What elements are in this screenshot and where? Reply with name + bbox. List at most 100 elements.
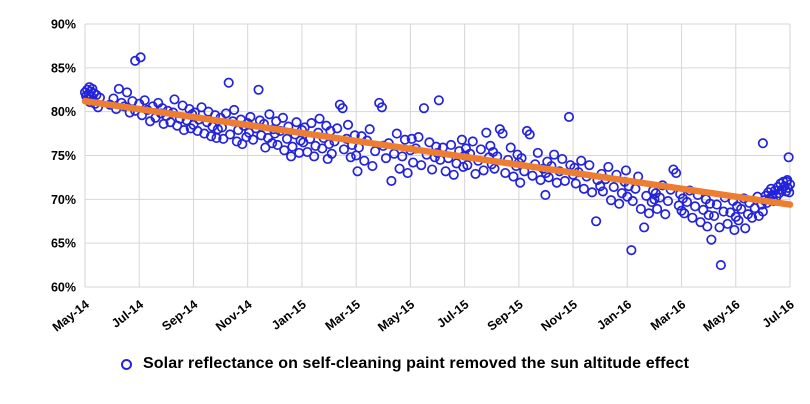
scatter-point [515,177,526,188]
scatter-point [591,216,602,227]
scatter-point [345,152,356,163]
y-tick-label: 60% [51,281,76,295]
scatter-point [626,245,637,256]
scatter-point [652,203,663,215]
x-tick-label: May-15 [375,297,417,334]
y-tick-label: 65% [51,237,76,251]
scatter-point [595,181,606,192]
y-tick-label: 90% [51,18,76,32]
scatter-point [260,142,271,153]
scatter-point [286,151,297,162]
scatter-point [563,111,575,122]
scatter-point [370,146,381,157]
scatter-point [467,136,478,147]
chart-legend: Solar reflectance on self-cleaning paint… [0,355,810,373]
scatter-point [424,137,435,148]
scatter-point [448,169,459,180]
x-tick-label: Mar-16 [648,297,688,333]
scatter-point [267,138,278,149]
scatter-point [332,123,343,134]
legend-open-circle-icon [121,358,132,370]
scatter-point [169,94,180,105]
scatter-point [687,212,698,223]
scatter-point [649,194,660,205]
scatter-point [698,204,709,215]
scatter-point [223,77,234,88]
scatter-point [416,160,427,171]
scatter-point [427,164,438,175]
scatter-point [342,119,354,130]
scatter-point [662,196,674,207]
scatter-point [736,203,747,215]
legend-label: Solar reflectance on self-cleaning paint… [143,355,689,372]
scatter-point [608,182,619,193]
scatter-point [481,127,492,138]
scatter-point [549,149,560,160]
scatter-point [231,136,242,147]
scatter-point [557,153,568,165]
y-tick-label: 75% [51,149,76,163]
scatter-point [402,167,413,179]
scatter-point [446,139,457,151]
scatter-point [225,129,236,140]
scatter-point [660,209,671,220]
y-tick-label: 80% [51,105,76,119]
scatter-point [279,145,290,156]
scatter-point [711,199,722,210]
scatter-point [729,224,740,236]
scatter-point [399,134,411,145]
x-tick-label: Jan-16 [594,297,634,332]
scatter-point [178,125,190,136]
scatter-point [576,155,587,166]
scatter-point [681,196,693,208]
scatter-point [291,117,302,128]
scatter-point [462,160,473,171]
scatter-point [121,87,133,98]
scatter-point [570,178,581,189]
scatter-point [206,131,217,142]
scatter-point [302,146,313,158]
scatter-point [413,132,424,143]
scatter-point [740,223,751,234]
scatter-point [614,198,625,209]
scatter-point [532,147,543,158]
scatter-point [605,195,617,206]
scatter-point [317,143,328,154]
scatter-point [497,128,508,139]
scatter-point [338,144,350,155]
scatter-point [714,222,725,233]
scatter-point [470,168,481,179]
scatter-point [245,111,256,122]
scatter-point [196,102,207,113]
scatter-point [508,171,519,182]
scatter-point [639,222,650,233]
scatter-point [587,187,598,198]
scatter-point [524,129,535,140]
scatter-point [715,260,726,271]
y-tick-label: 70% [51,193,76,207]
scatter-point [139,95,150,106]
scatter-point [326,148,337,159]
scatter-point [352,166,363,177]
scatter-point [113,83,124,94]
scatter-point [783,152,794,163]
scatter-point [620,165,632,176]
scatter-point [603,161,614,172]
scatter-point [440,166,451,177]
scatter-point [287,141,298,152]
scatter-point [635,203,646,215]
scatter-point [364,124,375,135]
scatter-point [475,144,486,155]
scatter-point [220,108,232,119]
scatter-point [478,165,489,176]
scatter-point [277,112,288,123]
trend-line [81,97,794,208]
scatter-point [679,208,690,219]
y-tick-label: 85% [51,61,76,75]
scatter-point [551,177,562,188]
scatter-point [654,192,665,203]
scatter-point [248,134,259,145]
scatter-point [703,210,714,221]
scatter-chart: 60% 65% 70% 75% 80% 85% 90% May-14 Jul-14 Sep-14 N… [50,18,797,335]
scatter-point [485,140,496,151]
